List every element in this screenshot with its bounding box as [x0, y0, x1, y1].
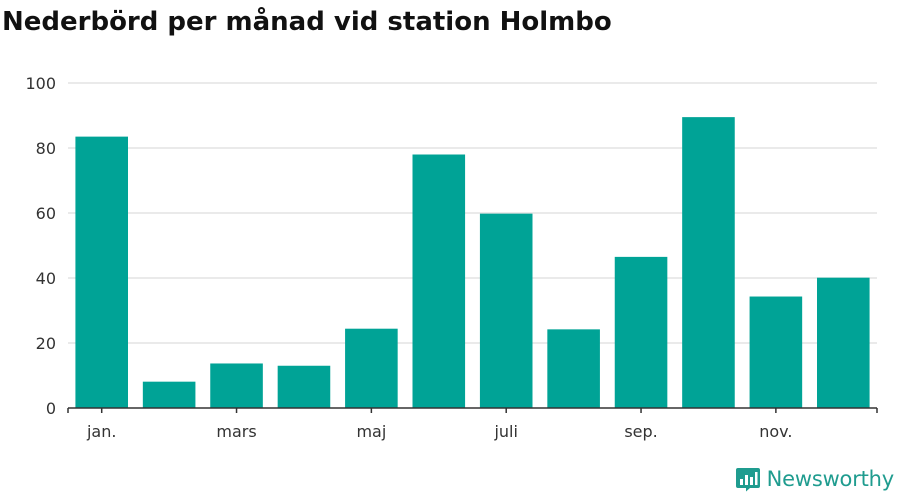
- bar: [277, 365, 331, 408]
- y-tick-label: 20: [36, 334, 56, 353]
- bar: [75, 136, 129, 408]
- bar: [547, 329, 600, 408]
- bar: [142, 381, 196, 408]
- chart-title: Nederbörd per månad vid station Holmbo: [2, 7, 612, 37]
- brand-name: Newsworthy: [766, 467, 895, 491]
- y-tick-label: 100: [25, 74, 56, 93]
- bar: [479, 213, 533, 408]
- bar: [412, 154, 466, 408]
- y-tick-label: 80: [36, 139, 56, 158]
- y-tick-label: 60: [36, 204, 56, 223]
- axes: [67, 407, 878, 413]
- gridlines: [68, 82, 877, 344]
- newsworthy-brand: Newsworthy: [735, 466, 894, 492]
- bar: [749, 296, 803, 408]
- bar-chart-bubble-icon: [735, 468, 760, 492]
- bar: [345, 328, 398, 408]
- bar: [816, 277, 870, 408]
- x-tick-label: jan.: [86, 422, 116, 441]
- x-tick-label: sep.: [624, 422, 657, 441]
- y-tick-label: 40: [36, 269, 56, 288]
- bars: [75, 117, 870, 408]
- y-tick-label: 0: [46, 399, 56, 418]
- bar: [210, 363, 263, 408]
- bar: [614, 256, 668, 408]
- x-tick-label: juli: [493, 422, 517, 441]
- x-tick-label: mars: [216, 422, 256, 441]
- bar: [682, 117, 735, 408]
- x-tick-label: nov.: [759, 422, 792, 441]
- tick-labels: 0 20 40 60 80 100 jan. mars maj juli sep. nov.: [25, 74, 792, 441]
- x-tick-label: maj: [356, 422, 386, 441]
